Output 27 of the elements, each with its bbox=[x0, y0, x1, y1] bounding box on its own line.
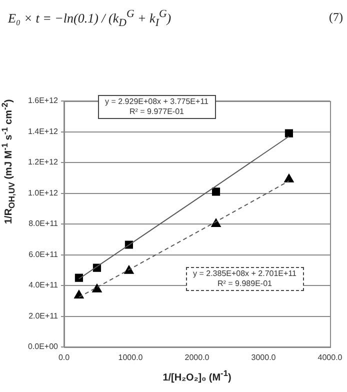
y-tick-label: 4.0E+11 bbox=[28, 280, 59, 290]
x-tick-label: 1000.0 bbox=[118, 353, 144, 362]
y-tick-label: 0.0E+00 bbox=[28, 342, 59, 352]
y-tick-label: 1.2E+12 bbox=[28, 158, 59, 167]
point bbox=[284, 174, 294, 182]
point bbox=[284, 129, 294, 138]
annotation: R² = 9.977E-01 bbox=[130, 107, 184, 116]
x-tick-label: 2000.0 bbox=[184, 353, 210, 362]
text: (7) bbox=[329, 10, 343, 25]
x-axis-title: 1/[H₂O₂]₀ (M$^{-1}$) bbox=[162, 368, 232, 384]
y-tick-label: 1.4E+12 bbox=[28, 126, 59, 136]
point bbox=[92, 284, 102, 292]
y-tick-label: 6.0E+11 bbox=[28, 250, 59, 259]
x-tick-label: 4000.0 bbox=[318, 353, 343, 362]
text: E₀ × t = −ln(0.1) / (k$_{D}$$^{G}$ + k$_{I}$$^{G}$) bbox=[8, 8, 172, 29]
y-tick-label: 1.6E+12 bbox=[28, 96, 59, 106]
x-tick-label: 3000.0 bbox=[251, 353, 276, 362]
point bbox=[124, 265, 134, 274]
annotation: R² = 9.989E-01 bbox=[218, 279, 272, 288]
y-tick-label: 8.0E+11 bbox=[28, 219, 59, 228]
y-tick-label: 1.0E+12 bbox=[28, 188, 59, 198]
annotation: y = 2.929E+08x + 3.775E+11 bbox=[105, 97, 208, 106]
annotation: y = 2.385E+08x + 2.701E+11 bbox=[193, 269, 296, 278]
y-tick-label: 2.0E+11 bbox=[28, 311, 59, 320]
point bbox=[212, 188, 220, 196]
x-tick-label: 0.0 bbox=[58, 353, 70, 362]
point bbox=[74, 274, 83, 282]
